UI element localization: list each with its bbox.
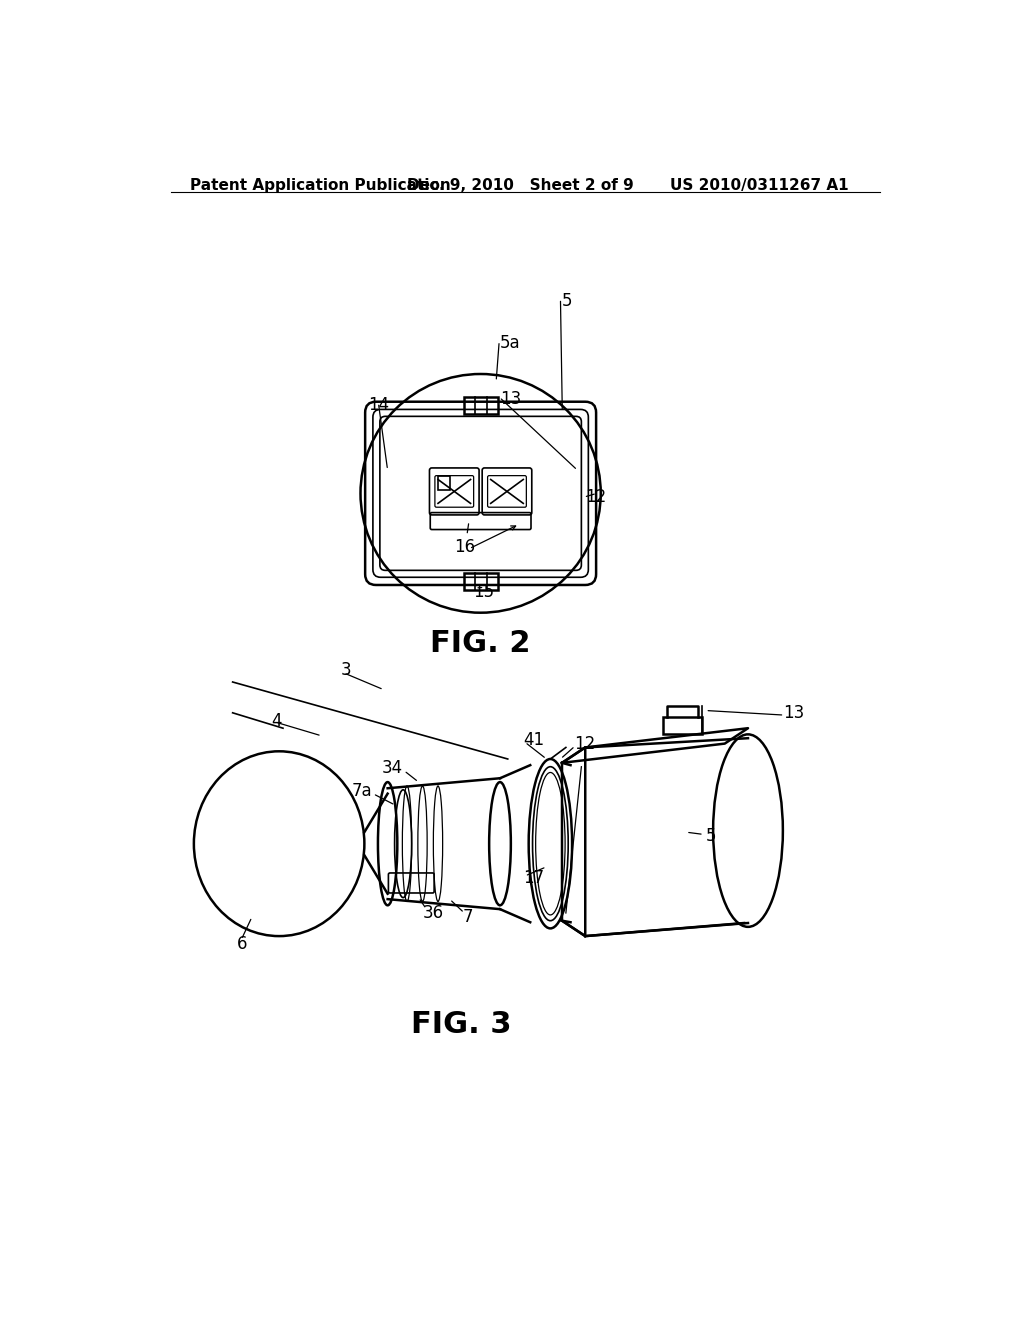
Text: 5: 5 [562, 292, 572, 310]
Text: 14: 14 [369, 396, 389, 413]
Text: 41: 41 [523, 731, 545, 748]
Text: 3: 3 [341, 661, 352, 680]
Text: 13: 13 [783, 704, 804, 722]
Text: 16: 16 [455, 524, 476, 556]
Text: US 2010/0311267 A1: US 2010/0311267 A1 [671, 178, 849, 193]
Text: 15: 15 [473, 583, 494, 601]
Text: 5: 5 [706, 828, 716, 845]
Text: FIG. 3: FIG. 3 [411, 1010, 512, 1039]
Bar [663, 717, 701, 734]
Text: 17: 17 [523, 870, 545, 887]
Text: 5a: 5a [500, 334, 520, 352]
Bar [464, 397, 499, 414]
Bar [464, 573, 499, 590]
Text: Dec. 9, 2010   Sheet 2 of 9: Dec. 9, 2010 Sheet 2 of 9 [407, 178, 634, 193]
Text: FIG. 2: FIG. 2 [430, 630, 530, 657]
Text: 12: 12 [586, 488, 606, 506]
Text: 6: 6 [237, 935, 247, 953]
Text: 4: 4 [271, 711, 282, 730]
Text: 36: 36 [423, 904, 443, 921]
Text: Patent Application Publication: Patent Application Publication [190, 178, 451, 193]
Text: 7: 7 [463, 908, 473, 925]
Text: 13: 13 [500, 389, 521, 408]
Bar [438, 475, 451, 490]
Text: 12: 12 [573, 735, 595, 752]
Text: 7a: 7a [351, 783, 372, 800]
Text: 34: 34 [382, 759, 403, 777]
